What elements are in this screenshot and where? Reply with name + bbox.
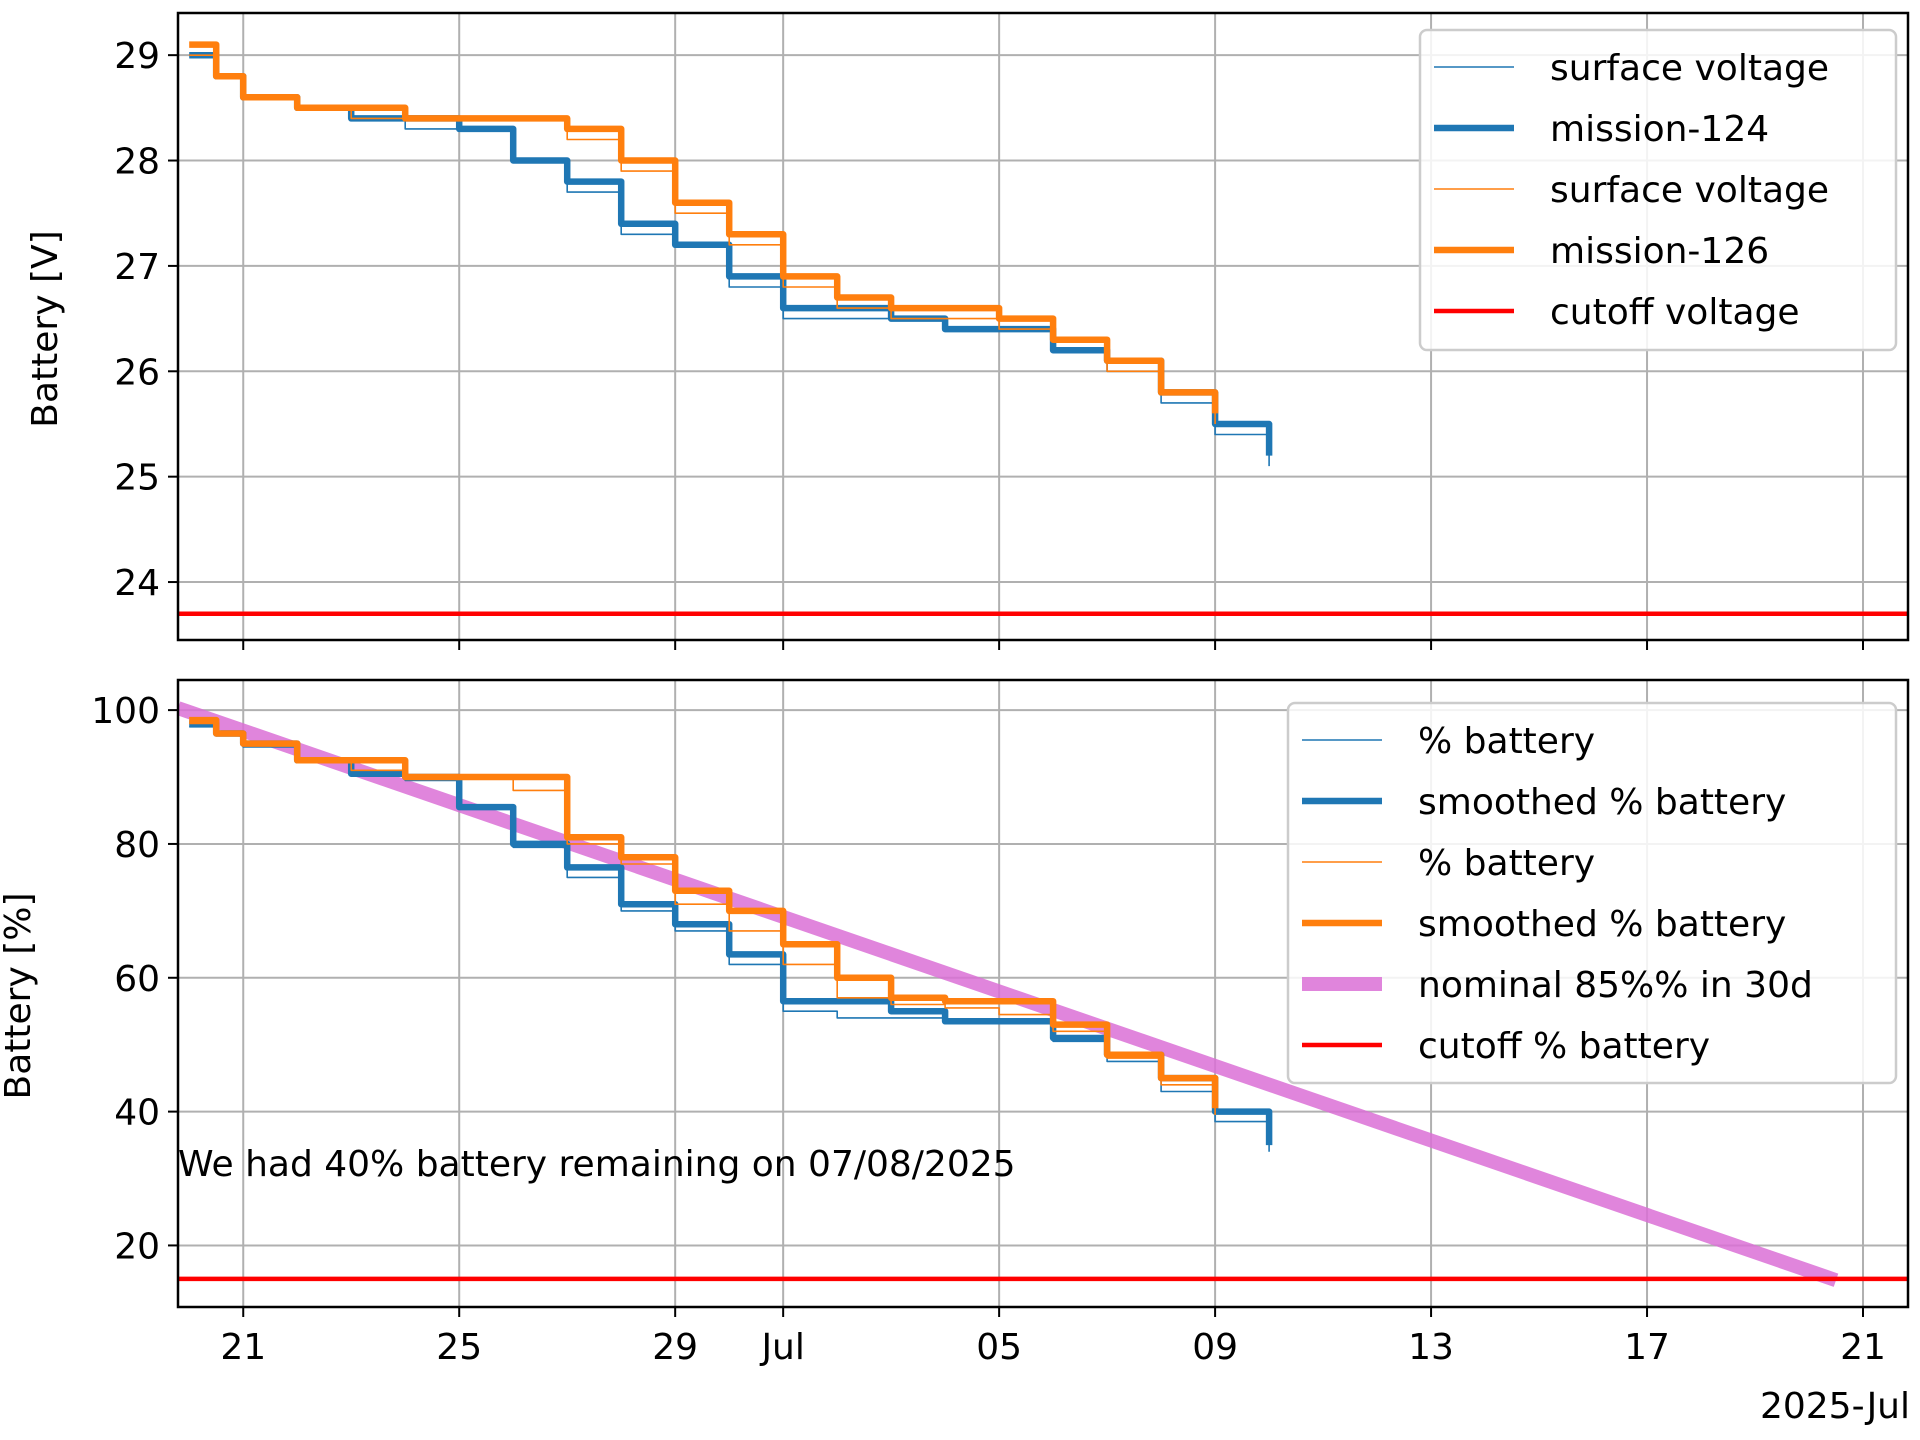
y-tick-label: 29: [114, 36, 160, 77]
legend-box: [1418, 28, 1898, 352]
legend-label: smoothed % battery: [1418, 904, 1786, 945]
legend-label: % battery: [1418, 843, 1595, 884]
series-line: [189, 720, 1273, 1146]
y-tick-label: 80: [114, 825, 160, 866]
x-tick-label: 21: [1840, 1327, 1886, 1368]
x-tick-label: 21: [220, 1327, 266, 1368]
x-tick-label: 05: [976, 1327, 1022, 1368]
y-tick-label: 24: [114, 563, 160, 604]
x-tick-label: 13: [1408, 1327, 1454, 1368]
series-line: [189, 722, 1216, 1115]
plot-frame: [176, 11, 1910, 642]
legend-label: smoothed % battery: [1418, 782, 1786, 823]
y-tick-label: 27: [114, 247, 160, 288]
legend-label: surface voltage: [1550, 170, 1829, 211]
legend-box: [1286, 701, 1898, 1085]
x-tick-label: 09: [1192, 1327, 1238, 1368]
legend-label: surface voltage: [1550, 48, 1829, 89]
y-tick-label: 40: [114, 1093, 160, 1134]
y-axis-label-voltage: Battery [V]: [25, 230, 66, 427]
x-axis-date-label: 2025-Jul: [1760, 1386, 1910, 1427]
y-tick-label: 100: [91, 691, 160, 732]
series-line: [189, 716, 1219, 1109]
legend-label: nominal 85%% in 30d: [1418, 965, 1813, 1006]
series-line: [178, 701, 1839, 1287]
y-tick-label: 28: [114, 142, 160, 183]
x-tick-label: 17: [1624, 1327, 1670, 1368]
voltage-panel: 24 25 26 27 28 29 surface voltage mission-124 su…: [114, 11, 1910, 650]
legend-label: % battery: [1418, 721, 1595, 762]
annotation-text: We had 40% battery remaining on 07/08/20…: [178, 1144, 1016, 1185]
x-tick-label: 29: [652, 1327, 698, 1368]
legend-label: cutoff % battery: [1418, 1026, 1710, 1067]
legend-label: mission-126: [1550, 231, 1769, 272]
series-line: [189, 41, 1219, 414]
percent-panel: 21 25 29 Jul 05 09 13 17 21 20 40 60 80 100 % battery s…: [91, 678, 1910, 1368]
x-tick-label: Jul: [759, 1327, 804, 1368]
y-tick-label: 60: [114, 959, 160, 1000]
y-tick-label: 26: [114, 352, 160, 393]
y-tick-label: 25: [114, 458, 160, 499]
x-tick-label: 25: [436, 1327, 482, 1368]
y-tick-label: 20: [114, 1226, 160, 1267]
legend-label: cutoff voltage: [1550, 292, 1800, 333]
y-axis-label-percent: Battery [%]: [0, 893, 39, 1100]
plot-frame: [176, 678, 1910, 1309]
legend-label: mission-124: [1550, 109, 1769, 150]
